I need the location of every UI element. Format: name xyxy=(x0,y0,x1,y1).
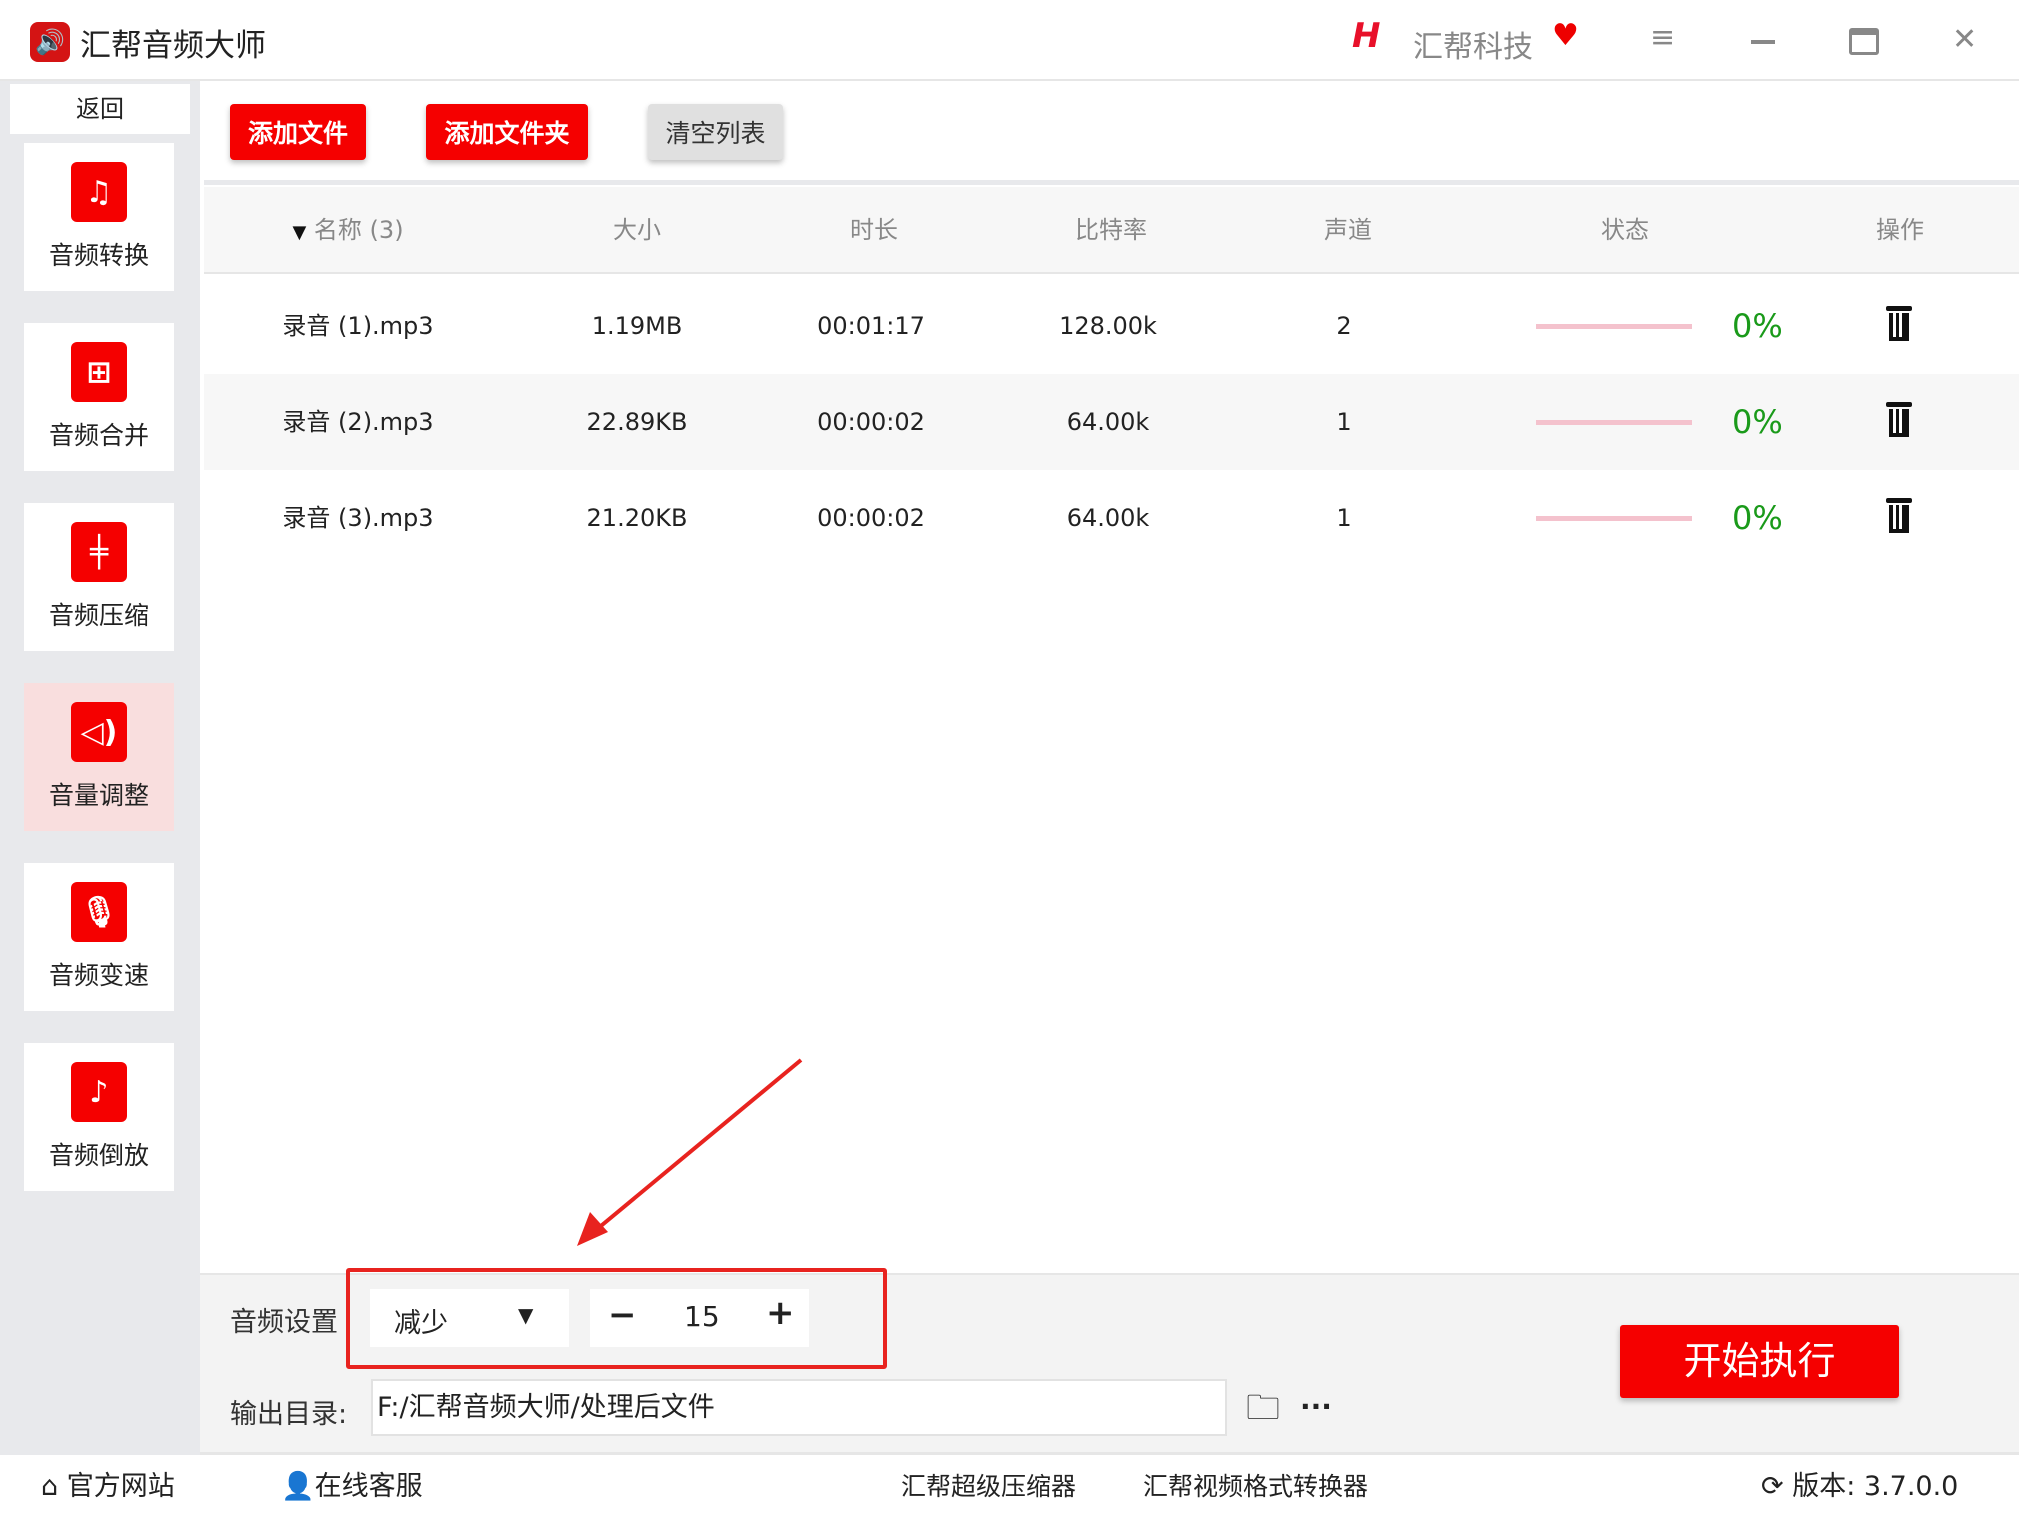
cell-name: 录音 (2).mp3 xyxy=(282,408,434,436)
mode-select[interactable]: 减少 ▼ xyxy=(370,1289,569,1347)
progress-bar xyxy=(1536,516,1692,521)
header-action: 操作 xyxy=(1876,216,1924,244)
cell-duration: 00:00:02 xyxy=(817,504,925,532)
decrement-button[interactable]: − xyxy=(608,1295,637,1335)
trash-icon[interactable] xyxy=(1886,306,1912,342)
website-link[interactable]: ⌂ 官方网站 xyxy=(41,1455,175,1519)
chevron-down-icon: ▼ xyxy=(518,1303,534,1327)
cell-size: 21.20KB xyxy=(586,504,688,532)
cell-channels: 1 xyxy=(1336,408,1352,436)
trash-icon[interactable] xyxy=(1886,402,1912,438)
refresh-icon: ⟳ xyxy=(1761,1471,1784,1502)
compressor-link[interactable]: 汇帮超级压缩器 xyxy=(901,1472,1077,1501)
sidebar-item-volume[interactable]: ◁) 音量调整 xyxy=(24,683,174,831)
brand-logo-icon: H xyxy=(1352,16,1381,56)
cell-channels: 1 xyxy=(1336,504,1352,532)
progress-bar xyxy=(1536,324,1692,329)
audio-settings-label: 音频设置 xyxy=(230,1307,338,1338)
sidebar-item-audio-reverse[interactable]: ♪ 音频倒放 xyxy=(24,1043,174,1191)
cell-size: 1.19MB xyxy=(591,312,683,340)
mode-select-value: 减少 xyxy=(394,1308,448,1339)
progress-bar xyxy=(1536,420,1692,425)
audio-convert-icon: ♫ xyxy=(71,162,127,222)
sidebar-item-label: 音频转换 xyxy=(48,241,149,270)
increment-button[interactable]: + xyxy=(766,1293,795,1333)
brand-name: 汇帮科技 xyxy=(1413,30,1533,65)
sidebar-item-label: 音频倒放 xyxy=(48,1141,149,1170)
arrow-line xyxy=(588,1058,803,1237)
cell-duration: 00:00:02 xyxy=(817,408,925,436)
trash-icon[interactable] xyxy=(1886,498,1912,534)
table-row[interactable]: 录音 (1).mp3 1.19MB 00:01:17 128.00k 2 0% xyxy=(204,278,2019,374)
sidebar: 返回 ♫ 音频转换 ⊞ 音频合并 ╪ 音频压缩 ◁) 音量调整 🎙 音频变速 ♪ 音频倒放 xyxy=(0,81,200,1455)
start-button[interactable]: 开始执行 xyxy=(1620,1325,1899,1398)
header-name-label: 名称 (3) xyxy=(313,216,404,244)
minimize-icon[interactable] xyxy=(1751,40,1775,44)
menu-icon[interactable]: ≡ xyxy=(1650,20,1676,55)
progress-percent: 0% xyxy=(1732,499,1783,537)
music-note-icon: ♪ xyxy=(71,1062,127,1122)
add-file-button[interactable]: 添加文件 xyxy=(230,104,366,160)
more-options-button[interactable]: ··· xyxy=(1300,1390,1332,1423)
header-duration: 时长 xyxy=(850,216,898,244)
support-link[interactable]: 👤在线客服 xyxy=(281,1455,423,1519)
cell-bitrate: 64.00k xyxy=(1066,504,1150,532)
header-bitrate: 比特率 xyxy=(1075,216,1147,244)
website-label: 官方网站 xyxy=(66,1471,175,1502)
header-name[interactable]: ▼ 名称 (3) xyxy=(292,187,403,274)
cell-name: 录音 (3).mp3 xyxy=(282,504,434,532)
output-dir-label: 输出目录: xyxy=(230,1399,348,1430)
header-channels: 声道 xyxy=(1324,216,1372,244)
output-dir-input[interactable]: F:/汇帮音频大师/处理后文件 xyxy=(371,1379,1227,1436)
back-button[interactable]: 返回 xyxy=(10,84,190,134)
sidebar-item-audio-speed[interactable]: 🎙 音频变速 xyxy=(24,863,174,1011)
home-icon: ⌂ xyxy=(41,1471,59,1502)
maximize-icon[interactable] xyxy=(1849,28,1879,55)
app-logo-icon: 🔊 xyxy=(30,22,70,62)
volume-stepper[interactable]: − 15 + xyxy=(590,1289,809,1347)
sidebar-item-label: 音量调整 xyxy=(48,781,149,810)
cell-name: 录音 (1).mp3 xyxy=(282,312,434,340)
version-label: 版本: 3.7.0.0 xyxy=(1792,1471,1959,1502)
user-icon: 👤 xyxy=(281,1471,315,1502)
close-icon[interactable]: ✕ xyxy=(1952,22,1978,57)
sidebar-item-audio-convert[interactable]: ♫ 音频转换 xyxy=(24,143,174,291)
sidebar-item-audio-compress[interactable]: ╪ 音频压缩 xyxy=(24,503,174,651)
cell-channels: 2 xyxy=(1336,312,1352,340)
version-info[interactable]: ⟳ 版本: 3.7.0.0 xyxy=(1761,1455,1958,1519)
cell-duration: 00:01:17 xyxy=(817,312,925,340)
audio-merge-icon: ⊞ xyxy=(71,342,127,402)
header-size: 大小 xyxy=(613,216,661,244)
sidebar-item-label: 音频变速 xyxy=(48,961,149,990)
header-status: 状态 xyxy=(1601,216,1649,244)
add-folder-button[interactable]: 添加文件夹 xyxy=(426,104,588,160)
vip-icon[interactable]: ♥ xyxy=(1552,18,1579,53)
arrow-head xyxy=(577,1212,608,1246)
clear-list-button[interactable]: 清空列表 xyxy=(648,104,783,160)
support-label: 在线客服 xyxy=(314,1471,423,1502)
title-bar: 🔊 汇帮音频大师 H 汇帮科技 ♥ ≡ ✕ xyxy=(0,0,2019,81)
cell-bitrate: 64.00k xyxy=(1066,408,1150,436)
progress-percent: 0% xyxy=(1732,403,1783,441)
app-title: 汇帮音频大师 xyxy=(80,28,266,64)
volume-value[interactable]: 15 xyxy=(684,1300,720,1333)
table-row[interactable]: 录音 (3).mp3 21.20KB 00:00:02 64.00k 1 0% xyxy=(204,470,2019,566)
cell-bitrate: 128.00k xyxy=(1059,312,1157,340)
cell-size: 22.89KB xyxy=(586,408,688,436)
sort-arrow-icon: ▼ xyxy=(292,222,307,243)
folder-icon[interactable]: 🗀 xyxy=(1246,1388,1280,1428)
volume-icon: ◁) xyxy=(71,702,127,762)
sidebar-item-audio-merge[interactable]: ⊞ 音频合并 xyxy=(24,323,174,471)
sidebar-item-label: 音频合并 xyxy=(48,421,149,450)
table-row[interactable]: 录音 (2).mp3 22.89KB 00:00:02 64.00k 1 0% xyxy=(204,374,2019,470)
table-header xyxy=(204,187,2019,274)
highlight-box xyxy=(346,1268,887,1369)
microphone-icon: 🎙 xyxy=(71,882,127,942)
video-converter-link[interactable]: 汇帮视频格式转换器 xyxy=(1143,1472,1369,1501)
audio-compress-icon: ╪ xyxy=(71,522,127,582)
progress-percent: 0% xyxy=(1732,307,1783,345)
sidebar-item-label: 音频压缩 xyxy=(48,601,149,630)
main-divider xyxy=(204,180,2019,185)
